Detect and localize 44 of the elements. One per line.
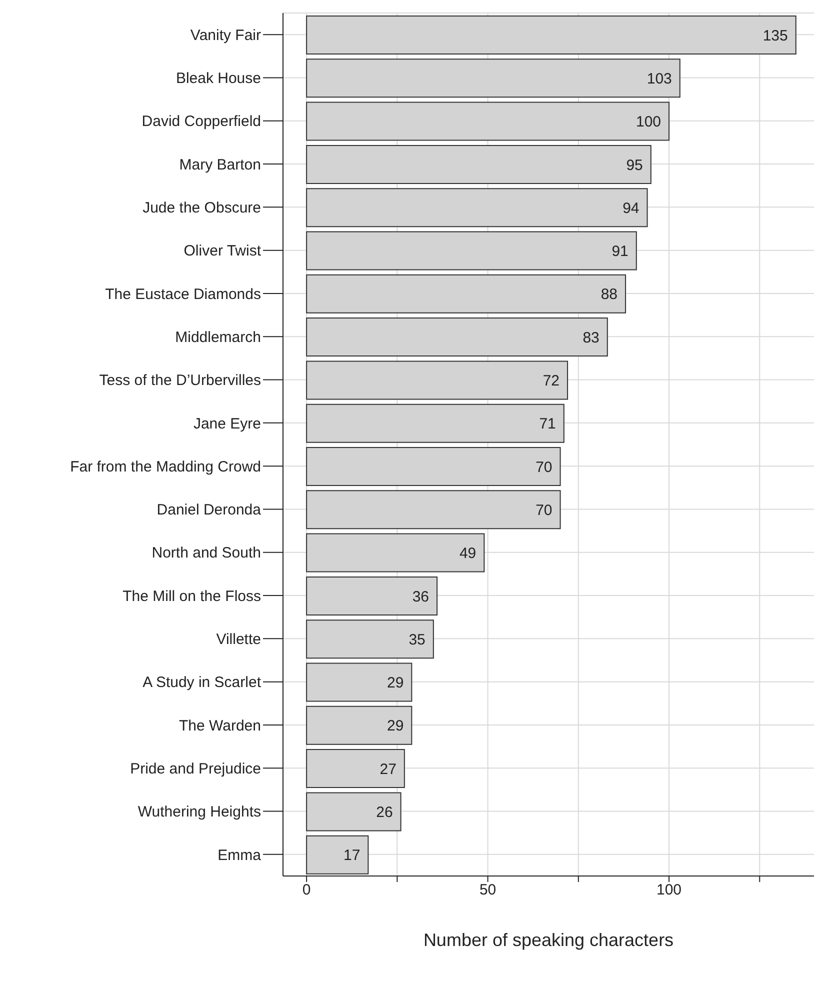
data-label: 17: [343, 847, 360, 864]
data-label: 95: [626, 156, 643, 174]
y-tick-label: The Warden: [179, 717, 261, 734]
y-tick-label: North and South: [152, 544, 261, 562]
data-label: 29: [386, 674, 404, 692]
data-label: 83: [582, 329, 600, 346]
data-label: 35: [408, 631, 426, 648]
data-label: 100: [636, 114, 662, 131]
x-axis-title: Number of speaking characters: [423, 930, 674, 950]
x-tick-label: 100: [656, 882, 682, 899]
x-tick-label: 50: [479, 882, 496, 899]
y-tick-label: Daniel Deronda: [156, 502, 262, 519]
y-tick-label: The Mill on the Floss: [122, 588, 261, 605]
y-tick-label: Middlemarch: [175, 328, 261, 346]
data-label: 70: [536, 502, 552, 519]
data-label: 94: [622, 200, 640, 217]
y-tick-label: Mary Barton: [179, 156, 261, 174]
data-label: 29: [386, 718, 404, 735]
data-label: 91: [612, 243, 628, 260]
data-label: 49: [459, 545, 476, 562]
data-label: 70: [536, 458, 552, 476]
data-label: 72: [542, 372, 560, 390]
data-label: 88: [600, 286, 618, 304]
y-tick-label: Wuthering Heights: [138, 804, 261, 821]
y-tick-label: David Copperfield: [142, 113, 261, 130]
y-tick-label: Villette: [216, 631, 261, 648]
y-tick-label: Jude the Obscure: [142, 200, 261, 216]
data-label: 135: [762, 27, 788, 44]
data-label: 103: [646, 70, 672, 88]
y-tick-label: Tess of the D’Urbervilles: [99, 372, 261, 390]
data-label: 36: [412, 588, 430, 606]
y-tick-label: Oliver Twist: [184, 242, 262, 260]
y-tick-label: Bleak House: [176, 70, 261, 88]
x-tick-label: 0: [302, 882, 311, 899]
data-label: 26: [376, 804, 393, 822]
y-tick-label: A Study in Scarlet: [142, 674, 262, 692]
y-tick-label: Vanity Fair: [190, 26, 262, 44]
y-tick-label: The Eustace Diamonds: [105, 286, 261, 303]
y-tick-label: Emma: [218, 846, 262, 864]
data-label: 71: [539, 416, 556, 433]
y-tick-label: Far from the Madding Crowd: [70, 458, 261, 476]
data-label: 27: [380, 760, 396, 778]
y-tick-label: Jane Eyre: [193, 415, 261, 432]
y-tick-label: Pride and Prejudice: [130, 760, 261, 778]
